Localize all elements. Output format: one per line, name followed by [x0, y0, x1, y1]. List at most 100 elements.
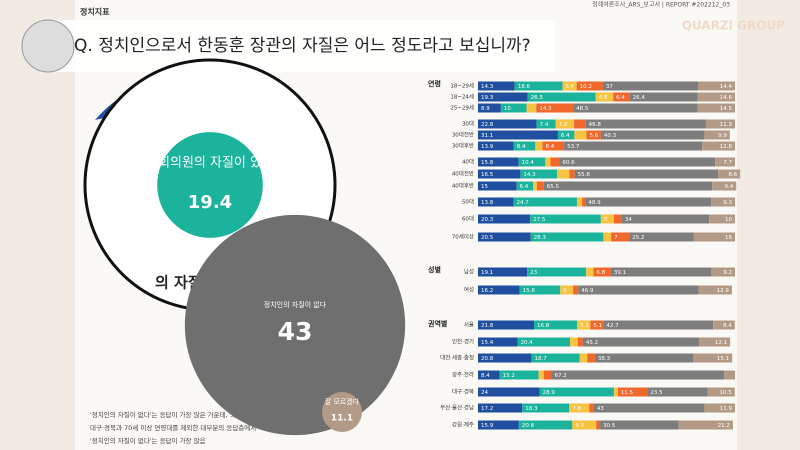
bar-value: 9.4 — [725, 184, 734, 190]
bar-value: 15.2 — [503, 373, 515, 379]
bar-segment — [594, 353, 694, 363]
row-label: 30대후반 — [452, 142, 474, 150]
bar-value: 15.8 — [481, 160, 494, 166]
bar-segment — [536, 119, 556, 129]
bar-segment — [569, 403, 590, 413]
bar-value: 21.8 — [481, 323, 494, 329]
bar-segment — [590, 320, 604, 330]
bar-value: 12.9 — [717, 288, 730, 294]
bar-segment — [519, 285, 561, 295]
bar-segment — [530, 214, 601, 224]
bar-segment — [478, 141, 514, 151]
bar-segment — [478, 81, 515, 91]
bar-segment — [704, 130, 730, 140]
bar-value: 6.4 — [616, 95, 625, 101]
bar-segment — [518, 157, 546, 167]
bar-segment — [499, 370, 539, 380]
bar-segment — [589, 403, 594, 413]
bar-value: 20.3 — [481, 217, 494, 223]
note: 대구·경북과 70세 이상 연령대를 제외한 대부분의 응답층에서 — [90, 423, 256, 432]
bar-segment — [574, 119, 586, 129]
bar-segment — [707, 387, 735, 397]
row-label: 25~29세 — [450, 104, 474, 112]
bar-value: 10 — [504, 106, 511, 112]
bubble-label: 국회의원의 자질이 있다 — [146, 156, 274, 171]
bar-segment — [478, 320, 535, 330]
bar-segment — [557, 130, 575, 140]
row-label: 50대 — [462, 198, 474, 206]
bar-segment — [478, 267, 528, 277]
bar-value: 15.1 — [717, 356, 729, 362]
bar-value: 46.9 — [581, 288, 594, 294]
bar-segment — [711, 267, 735, 277]
bar-segment — [697, 92, 735, 102]
bar-segment — [613, 92, 630, 102]
bar-segment — [586, 267, 594, 277]
report-id: 정례여론조사_ARS_보고서 | REPORT #202212_03 — [592, 1, 730, 9]
bar-value: 65.5 — [547, 184, 560, 190]
bar-segment — [478, 353, 532, 363]
bar-value: 15 — [481, 184, 488, 190]
row-label: 부산·울산·경남 — [440, 404, 474, 412]
bar-value: 13.8 — [481, 200, 494, 206]
bar-segment — [582, 197, 586, 207]
bar-value: 34 — [625, 217, 632, 223]
bar-segment — [596, 420, 601, 430]
bar-segment — [517, 337, 571, 347]
bar-value: 24 — [481, 390, 488, 396]
bar-segment — [621, 214, 710, 224]
bar-segment — [531, 353, 580, 363]
bar-segment — [595, 92, 614, 102]
bar-segment — [573, 103, 698, 113]
bar-value: 15.4 — [481, 340, 494, 346]
bar-value: 14.3 — [481, 84, 494, 90]
row-label: 서울 — [464, 321, 474, 329]
bar-value: 8.9 — [481, 106, 490, 112]
bar-value: 23 — [530, 270, 537, 276]
note: '정치인의 자질이 없다'는 응답이 가장 많은 가운데, 국회의원, 대통령,… — [90, 410, 306, 419]
bar-segment — [704, 403, 735, 413]
bar-value: 5 — [604, 217, 608, 223]
bar-segment — [543, 370, 552, 380]
row-label: 30대전반 — [452, 131, 474, 139]
bar-segment — [513, 197, 577, 207]
row-label: 인천·경기 — [452, 338, 474, 346]
bar-segment — [572, 420, 597, 430]
row-label: 60대 — [462, 215, 474, 223]
bar-segment — [478, 130, 558, 140]
bar-value: 26.4 — [633, 95, 646, 101]
bar-value: 6.4 — [561, 133, 570, 139]
bar-value: 6.8 — [599, 95, 608, 101]
bar-value: 45.2 — [586, 340, 598, 346]
bar-value: 16.5 — [481, 172, 494, 178]
bar-value: 27.5 — [533, 217, 546, 223]
bar-segment — [600, 420, 679, 430]
bar-value: 7.2 — [559, 122, 568, 128]
bar-segment — [535, 141, 543, 151]
bar-segment — [629, 92, 698, 102]
bar-segment — [545, 157, 551, 167]
bar-segment — [713, 320, 735, 330]
bar-segment — [576, 197, 583, 207]
bar-value: 18.3 — [525, 406, 538, 412]
bar-segment — [526, 103, 537, 113]
bar-value: 5.5 — [566, 84, 575, 90]
bar-segment — [516, 181, 533, 191]
bar-segment — [603, 232, 612, 242]
bar-value: 42.7 — [606, 323, 619, 329]
bubble — [184, 214, 406, 436]
bar-value: 17.2 — [481, 406, 493, 412]
bar-value: 10.5 — [719, 390, 732, 396]
bar-segment — [577, 320, 591, 330]
bar-value: 40.3 — [604, 133, 617, 139]
bar-value: 7 — [614, 235, 618, 241]
bar-value: 10.2 — [580, 84, 592, 90]
bar-value: 25.2 — [632, 235, 644, 241]
bar-segment — [617, 387, 648, 397]
bar-value: 18.7 — [534, 356, 547, 362]
bar-value: 14.3 — [539, 106, 552, 112]
row-label: 40대 — [462, 158, 474, 166]
bar-value: 48.5 — [576, 106, 589, 112]
